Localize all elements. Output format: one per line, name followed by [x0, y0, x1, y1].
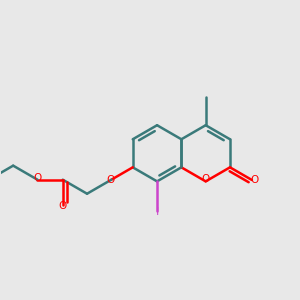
Text: O: O — [58, 201, 67, 211]
Text: O: O — [202, 174, 210, 184]
Text: O: O — [33, 173, 42, 183]
Text: I: I — [155, 208, 159, 218]
Text: O: O — [106, 175, 114, 185]
Text: O: O — [250, 175, 259, 185]
